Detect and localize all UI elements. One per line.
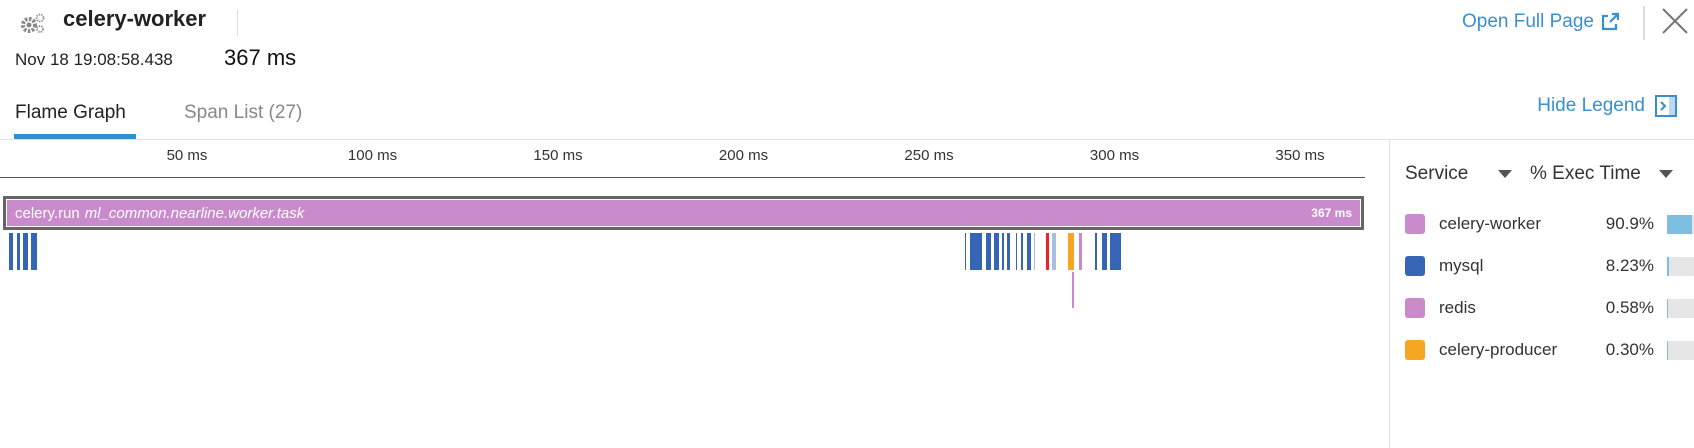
divider [237,10,238,36]
legend-service-name: celery-producer [1439,340,1558,359]
service-color-swatch [1405,214,1425,234]
tab-flame-graph[interactable]: Flame Graph [15,102,126,123]
span-mysql[interactable] [993,233,1000,270]
tab-span-list[interactable]: Span List (27) [184,102,303,123]
legend-divider [1389,140,1390,448]
hide-legend-button[interactable]: Hide Legend [1537,95,1677,117]
span-mysql[interactable] [17,233,21,270]
legend-header-exec-time[interactable]: % Exec Time [1530,163,1673,185]
axis-tick-label: 250 ms [904,147,954,164]
legend-header-service[interactable]: Service [1405,163,1513,185]
span-mysql[interactable] [1026,233,1032,270]
legend-row[interactable]: redis 0.58% [1405,296,1694,320]
span-redis[interactable] [1078,233,1083,270]
caret-down-icon [1658,170,1673,178]
exec-time-bar [1667,298,1694,318]
span-mysql[interactable] [1015,233,1018,270]
legend-exec-pct: 90.9% [1605,214,1654,233]
exec-time-bar [1667,340,1694,360]
exec-time-bar-fill [1667,256,1670,276]
collapse-panel-icon [1655,95,1677,117]
caret-down-icon [1498,170,1513,178]
open-full-page-link[interactable]: Open Full Page [1462,11,1620,33]
exec-time-column-label: % Exec Time [1530,163,1641,184]
axis-tick-label: 200 ms [718,147,769,164]
service-column-label: Service [1405,163,1469,184]
legend-service-name: mysql [1439,256,1484,275]
axis-tick-label: 350 ms [1275,147,1325,164]
service-color-swatch [1405,298,1425,318]
axis-tick-label: 150 ms [533,147,583,164]
external-link-icon [1601,12,1620,31]
span-mysql[interactable] [964,233,967,270]
close-icon[interactable] [1660,6,1690,36]
axis-tick-label: 100 ms [347,147,398,164]
exec-time-bar [1667,256,1694,276]
exec-time-bar-fill [1667,214,1692,234]
root-span-bar[interactable]: celery.run ml_common.nearline.worker.task… [7,200,1360,226]
hide-legend-label: Hide Legend [1537,95,1645,116]
legend-row[interactable]: celery-worker 90.9% [1405,212,1694,236]
span-mysql[interactable] [986,233,992,270]
span-mysql[interactable] [969,233,983,270]
span-name: celery.run [15,204,80,222]
open-full-page-label: Open Full Page [1461,11,1594,32]
span-duration: 367 ms [1311,206,1352,220]
axis-line [0,177,1365,178]
span-mysql[interactable] [1006,233,1011,270]
service-color-swatch [1405,256,1425,276]
span-redis[interactable] [1071,272,1074,308]
gears-icon [21,13,45,33]
header-divider [0,139,1694,140]
span-mysql[interactable] [1021,233,1024,270]
legend-exec-pct: 8.23% [1605,256,1654,275]
span-error[interactable] [1045,233,1050,270]
span-mysql[interactable] [1110,233,1122,270]
span-mysql-light[interactable] [1051,233,1057,270]
trace-duration: 367 ms [224,45,297,70]
span-mysql[interactable] [8,233,14,270]
span-mysql-light[interactable] [1033,233,1036,270]
service-title: celery-worker [63,6,207,31]
span-mysql[interactable] [30,233,38,270]
span-resource: ml_common.nearline.worker.task [84,204,305,222]
legend-exec-pct: 0.58% [1605,298,1654,317]
axis-tick-label: 300 ms [1089,147,1140,164]
axis-tick-label: 50 ms [166,147,208,164]
span-mysql[interactable] [1002,233,1005,270]
span-celery-producer[interactable] [1068,233,1075,270]
root-span[interactable]: celery.run ml_common.nearline.worker.task… [3,196,1364,230]
legend-exec-pct: 0.30% [1605,340,1654,359]
trace-timestamp: Nov 18 19:08:58.438 [15,50,173,69]
legend-service-name: celery-worker [1439,214,1542,233]
active-tab-indicator [14,134,136,139]
legend-row[interactable]: celery-producer 0.30% [1405,338,1694,362]
span-mysql[interactable] [1101,233,1107,270]
legend-service-name: redis [1439,298,1476,317]
span-mysql[interactable] [23,233,29,270]
span-mysql[interactable] [1094,233,1097,270]
exec-time-bar [1667,214,1694,234]
divider [1643,6,1645,40]
service-color-swatch [1405,340,1425,360]
legend-row[interactable]: mysql 8.23% [1405,254,1694,278]
